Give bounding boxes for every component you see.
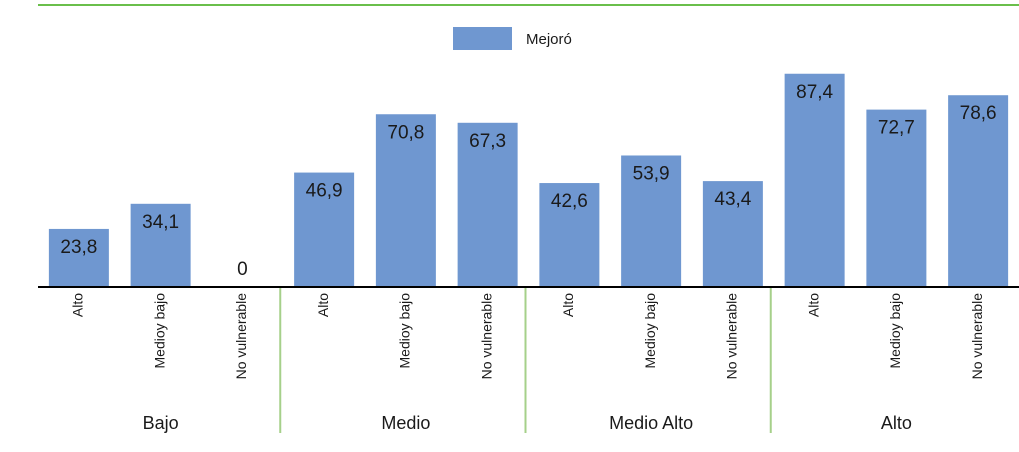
x-tick-label: Medioy bajo (887, 293, 903, 369)
bar (621, 155, 682, 287)
value-label: 53,9 (633, 163, 670, 184)
group-label: Bajo (143, 413, 179, 433)
legend-swatch (453, 27, 512, 50)
x-tick-label: No vulnerable (233, 293, 249, 380)
value-label: 42,6 (551, 191, 588, 212)
bar (784, 73, 845, 287)
x-tick-label: Medioy bajo (397, 293, 413, 369)
bar (375, 114, 436, 287)
bar (948, 95, 1009, 287)
x-tick-label: Medioy bajo (642, 293, 658, 369)
value-label: 78,6 (960, 103, 997, 124)
value-label: 34,1 (142, 212, 179, 233)
value-label: 87,4 (796, 82, 833, 103)
bar (130, 203, 191, 287)
x-tick-label: Alto (805, 293, 821, 317)
x-tick-label: No vulnerable (478, 293, 494, 380)
value-label: 67,3 (469, 131, 506, 152)
value-label: 23,8 (60, 237, 97, 258)
bar (294, 172, 355, 287)
group-label: Medio (381, 413, 430, 433)
legend-label: Mejoró (526, 31, 572, 48)
bar (539, 183, 600, 287)
x-tick-label: Alto (70, 293, 86, 317)
bar (702, 181, 763, 287)
value-label: 46,9 (306, 181, 343, 202)
value-label: 70,8 (387, 122, 424, 143)
bar (48, 228, 109, 287)
bar (457, 122, 518, 288)
x-tick-label: Alto (560, 293, 576, 317)
x-tick-label: Alto (315, 293, 331, 317)
x-tick-label: No vulnerable (969, 293, 985, 380)
x-tick-label: Medioy bajo (151, 293, 167, 369)
value-label: 0 (237, 259, 248, 280)
value-label: 43,4 (714, 189, 751, 210)
group-label: Alto (881, 413, 912, 433)
value-label: 72,7 (878, 118, 915, 139)
bar (866, 109, 927, 287)
x-tick-label: No vulnerable (724, 293, 740, 380)
group-label: Medio Alto (609, 413, 693, 433)
